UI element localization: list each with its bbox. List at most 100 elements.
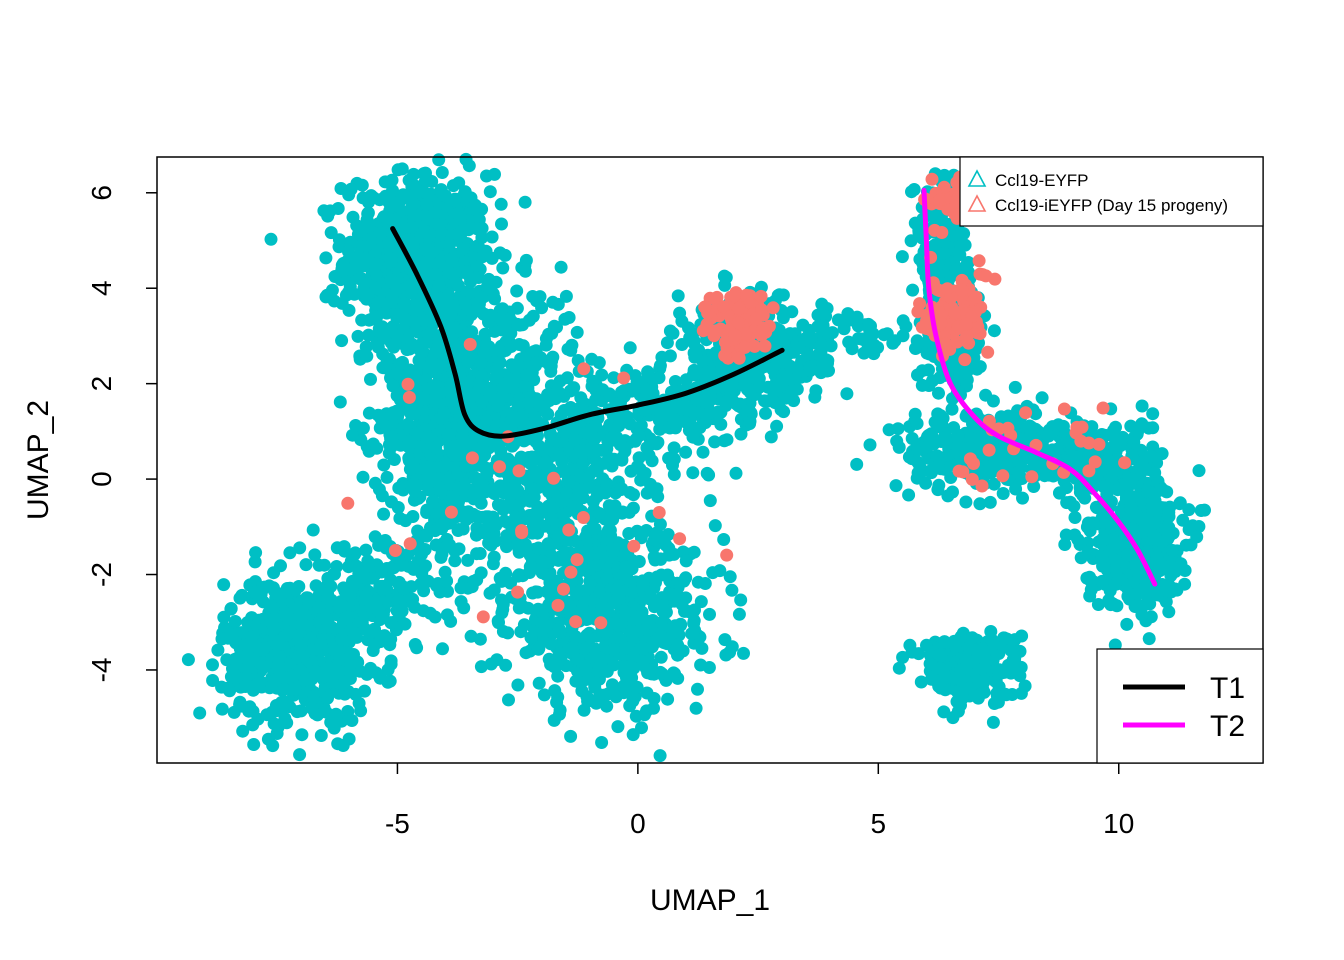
point-eyfp [391,163,405,177]
point-eyfp [603,523,617,537]
point-eyfp [642,367,655,381]
point-eyfp [729,466,743,480]
point-eyfp [428,610,442,624]
point-eyfp [793,341,807,355]
point-eyfp [532,676,546,690]
point-eyfp [570,325,584,339]
point-eyfp [511,484,525,497]
point-eyfp [280,610,294,624]
point-eyfp [726,378,740,392]
point-eyfp [272,655,285,669]
point-eyfp [362,328,376,342]
point-eyfp [626,728,640,742]
point-eyfp [653,359,667,373]
point-eyfp [564,343,578,357]
point-eyfp [602,387,616,401]
point-eyfp [531,541,545,555]
point-eyfp [361,207,375,221]
point-eyfp [606,544,620,558]
point-eyfp [335,678,349,691]
point-eyfp [465,580,479,594]
point-eyfp [333,395,347,409]
point-eyfp [364,600,378,614]
point-eyfp [482,272,496,286]
point-eyfp [377,507,391,521]
point-eyfp [256,661,270,675]
point-eyfp [509,510,523,524]
point-eyfp [305,672,319,686]
point-eyfp [496,261,510,275]
point-eyfp [417,185,431,199]
point-eyfp [461,265,474,279]
point-eyfp [537,688,551,702]
point-eyfp [329,711,343,724]
point-eyfp [462,159,476,173]
point-eyfp [772,377,786,391]
point-eyfp [324,226,338,240]
point-eyfp [294,618,308,632]
point-eyfp [535,301,549,315]
point-eyfp [344,623,358,637]
point-eyfp [489,534,502,548]
point-eyfp [224,670,238,684]
point-eyfp [669,588,683,602]
point-eyfp [517,618,531,632]
point-eyfp [660,336,674,350]
point-eyfp [909,342,922,355]
point-eyfp [937,246,951,260]
point-eyfp [655,667,669,681]
point-eyfp [725,583,739,597]
point-eyfp [565,641,579,655]
point-eyfp [679,554,693,568]
point-eyfp [533,504,547,518]
point-eyfp [973,497,987,511]
point-eyfp [215,702,229,716]
point-eyfp [309,579,323,593]
point-eyfp [283,546,297,560]
point-eyfp [358,622,372,636]
point-eyfp [544,364,558,378]
point-eyfp [658,632,672,646]
point-eyfp [546,295,560,309]
point-eyfp [335,334,349,348]
point-eyfp [425,380,439,394]
point-eyfp [528,411,542,424]
point-eyfp [488,292,502,306]
point-eyfp [580,628,594,642]
point-eyfp [270,727,284,740]
point-eyfp [368,246,382,259]
point-eyfp [333,651,347,665]
point-eyfp [552,622,566,636]
point-eyfp [647,533,661,547]
point-eyfp [1008,380,1022,394]
point-eyfp [314,637,328,651]
point-eyfp [474,496,488,510]
point-eyfp [522,313,536,327]
point-eyfp [708,435,722,449]
point-eyfp [920,440,933,454]
point-eyfp [392,481,406,495]
point-eyfp [863,438,877,452]
point-eyfp [959,366,973,380]
point-eyfp [240,661,254,675]
point-eyfp [432,278,446,292]
point-eyfp [404,478,418,492]
point-eyfp [508,360,522,374]
point-eyfp [557,549,571,563]
point-eyfp [734,593,748,607]
point-eyfp [299,558,313,572]
point-eyfp [595,736,609,749]
point-eyfp [460,381,473,395]
point-eyfp [403,363,417,377]
scatter-points [181,152,1211,763]
point-eyfp [623,341,637,355]
point-eyfp [337,581,350,595]
point-eyfp [497,314,511,328]
point-eyfp [432,359,446,373]
point-eyfp [456,242,470,256]
point-eyfp [426,495,439,509]
point-eyfp [475,250,489,264]
point-eyfp [619,605,633,619]
point-eyfp [392,406,406,420]
point-eyfp [667,666,681,680]
